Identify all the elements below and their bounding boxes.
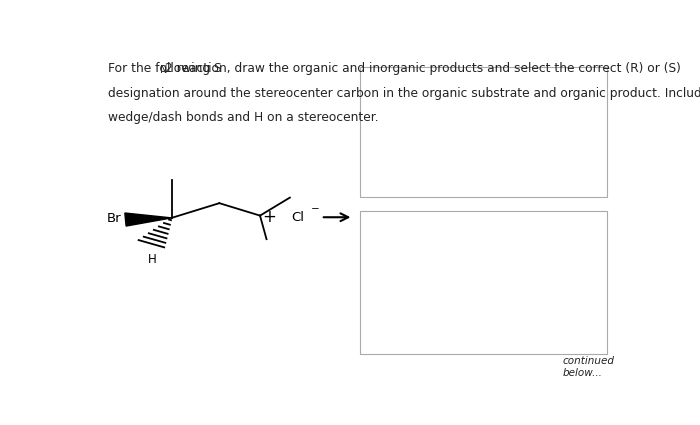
Bar <box>360 67 607 197</box>
Text: N: N <box>160 65 167 75</box>
Text: Br: Br <box>106 212 121 225</box>
Text: +: + <box>262 208 276 226</box>
Text: continued
below...: continued below... <box>563 356 615 377</box>
Text: For the following S: For the following S <box>108 62 222 76</box>
Text: 2 reaction, draw the organic and inorganic products and select the correct (R) o: 2 reaction, draw the organic and inorgan… <box>165 62 681 76</box>
Text: wedge/dash bonds and H on a stereocenter.: wedge/dash bonds and H on a stereocenter… <box>108 111 379 124</box>
Bar <box>360 211 607 354</box>
Text: Cl: Cl <box>291 211 304 224</box>
Text: H: H <box>148 253 157 266</box>
Text: −: − <box>311 204 319 214</box>
Text: designation around the stereocenter carbon in the organic substrate and organic : designation around the stereocenter carb… <box>108 87 700 100</box>
Polygon shape <box>125 213 172 226</box>
